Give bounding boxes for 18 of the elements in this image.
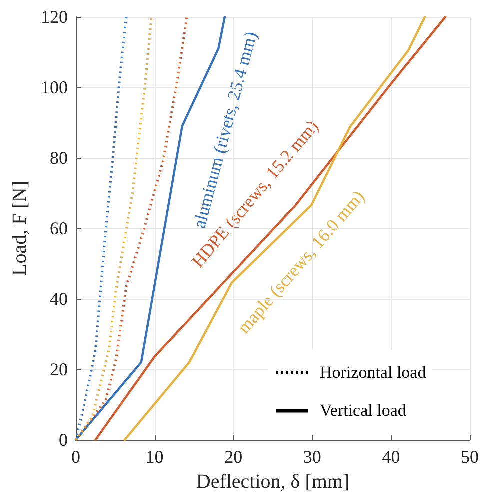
y-tick-label: 80 — [50, 148, 68, 168]
x-tick-label: 10 — [146, 447, 164, 467]
x-tick-label: 50 — [461, 447, 479, 467]
x-tick-label: 40 — [382, 447, 400, 467]
y-tick-label: 100 — [41, 78, 68, 98]
x-tick-label: 20 — [224, 447, 243, 467]
key-panel: Horizontal load Vertical load — [268, 350, 432, 434]
y-tick-label: 120 — [41, 7, 68, 27]
x-axis-title: Deflection, δ [mm] — [196, 471, 350, 493]
annotation: Vertical load — [320, 401, 406, 421]
y-axis-title: Load, F [N] — [9, 181, 32, 276]
x-tick-label: 0 — [72, 447, 80, 467]
y-tick-label: 0 — [59, 430, 68, 450]
x-tick-label: 30 — [303, 447, 322, 467]
y-tick-label: 60 — [50, 218, 68, 238]
y-tick-label: 40 — [50, 289, 68, 309]
y-tick-label: 20 — [50, 360, 68, 380]
annotation: Horizontal load — [320, 363, 426, 383]
